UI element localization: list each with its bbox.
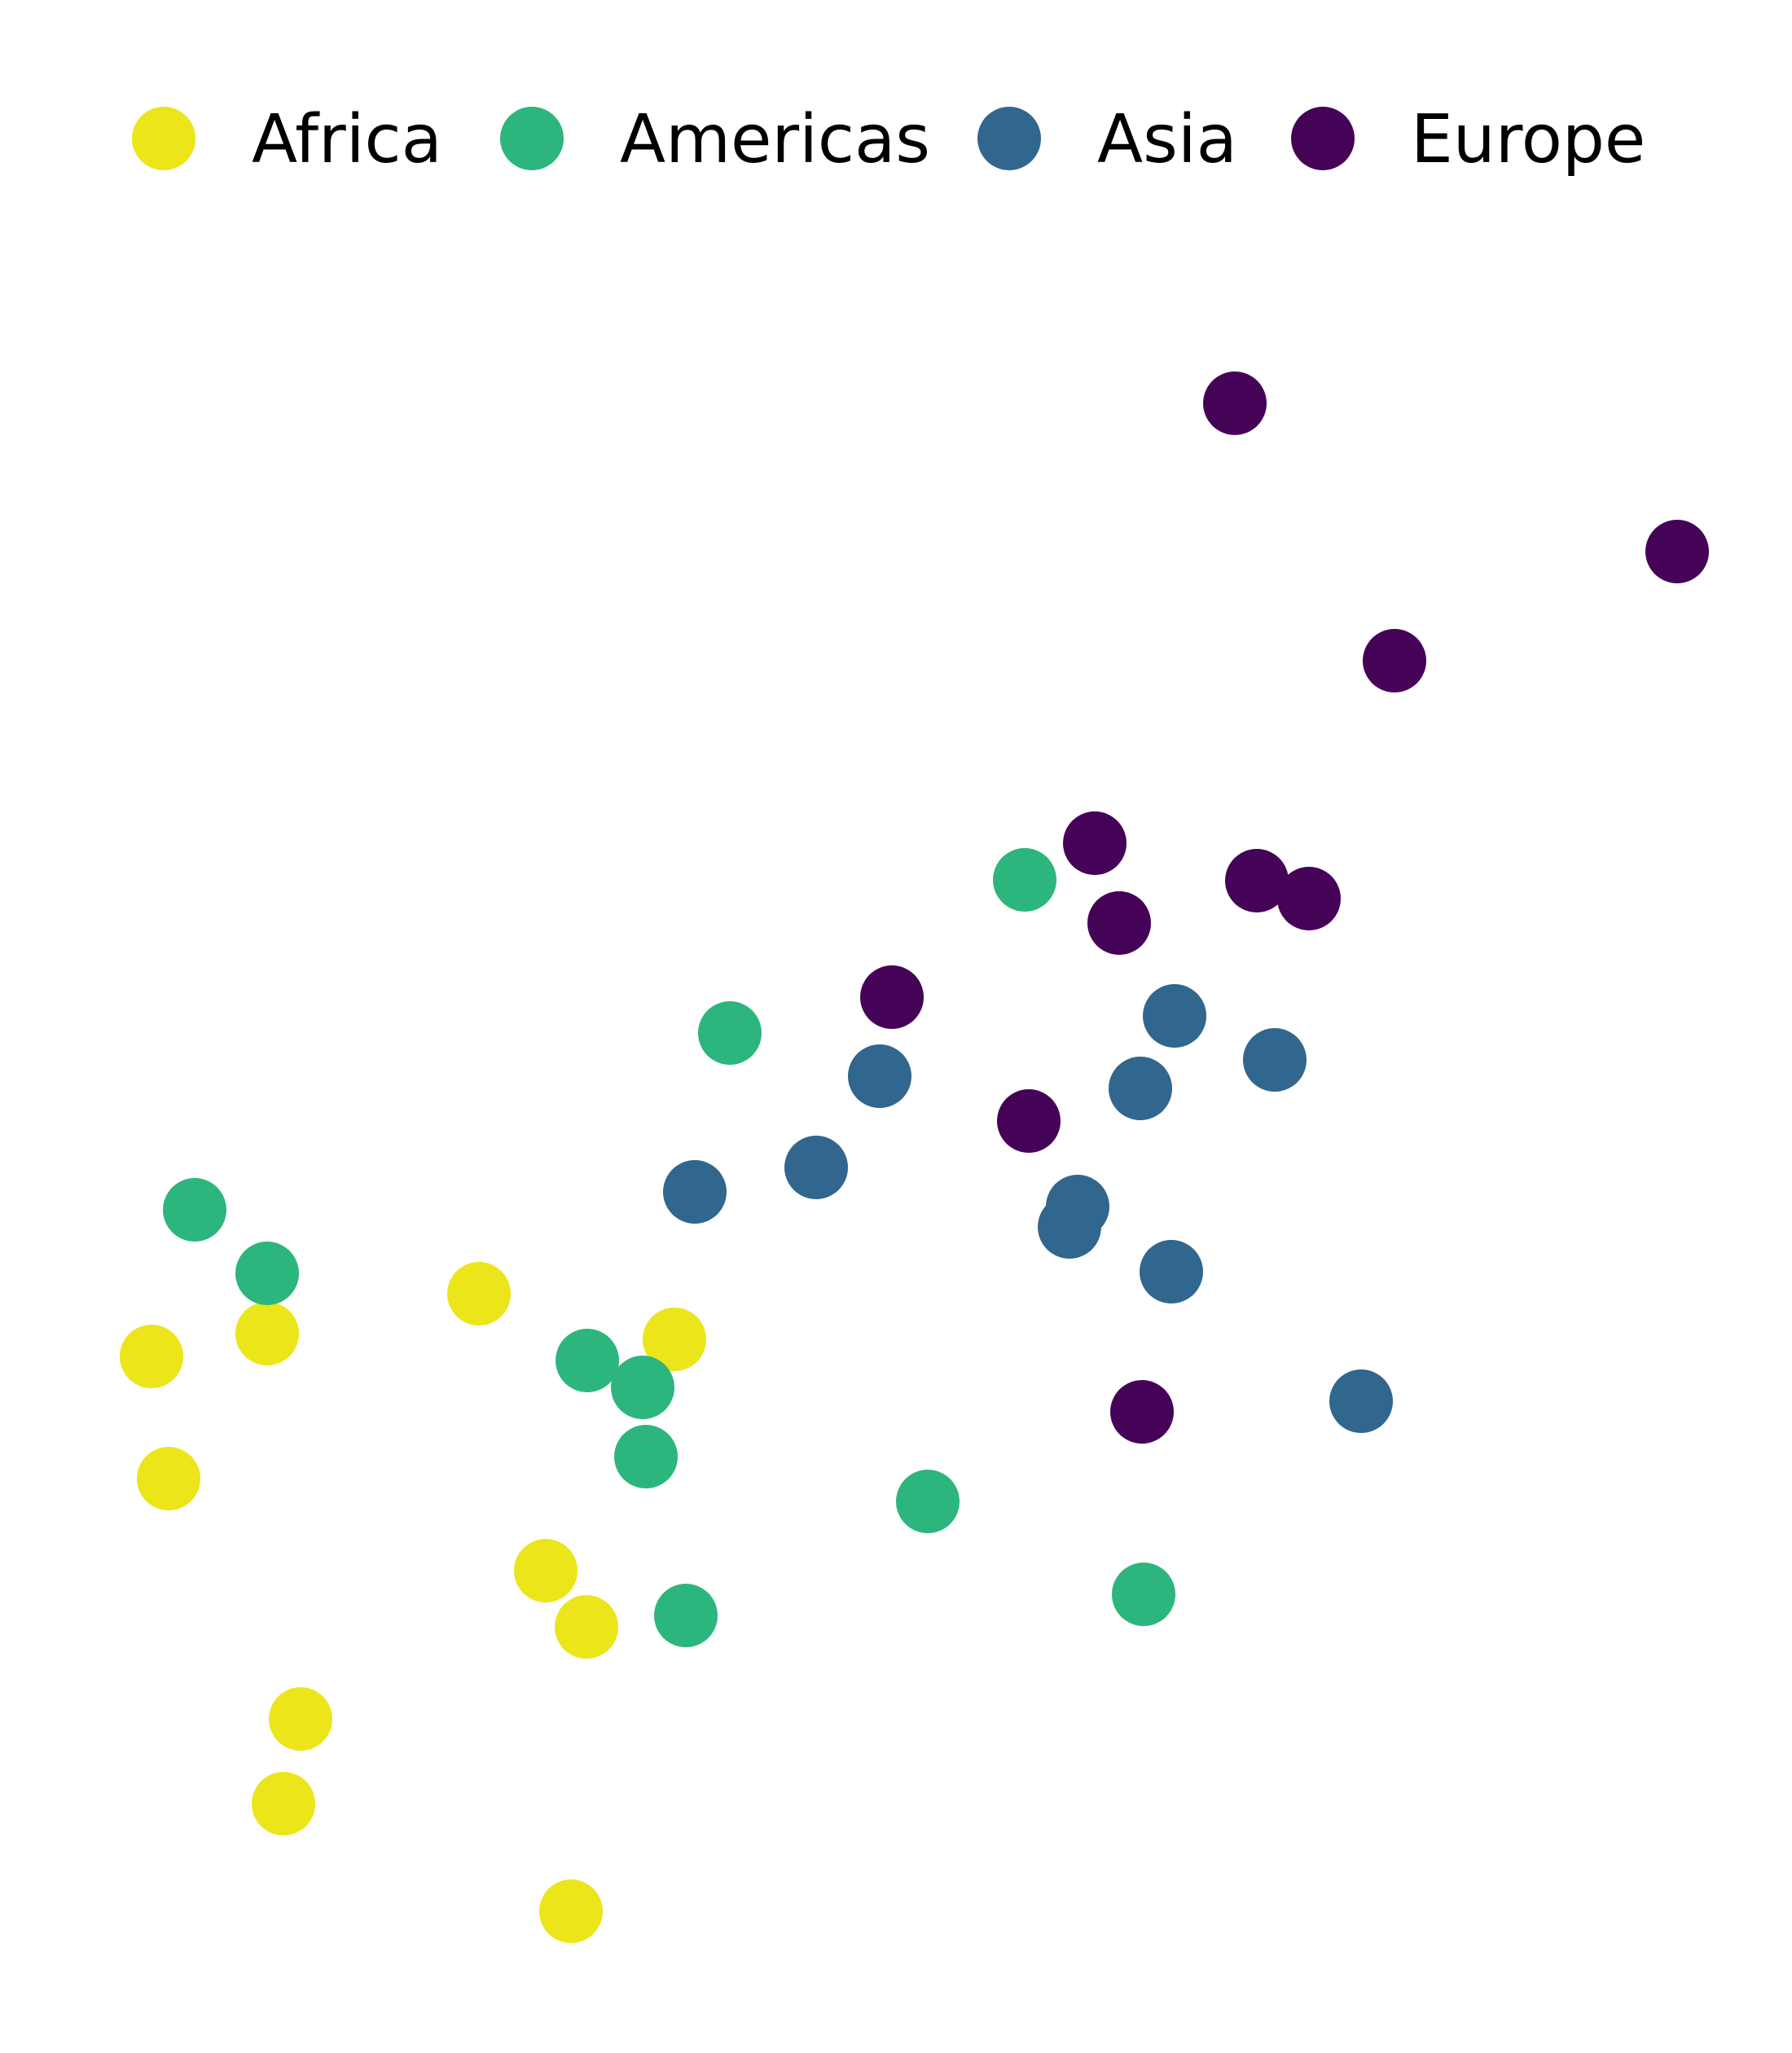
point-asia xyxy=(1038,1195,1101,1259)
point-americas xyxy=(163,1178,226,1242)
point-africa xyxy=(137,1447,200,1510)
point-europe xyxy=(1645,520,1709,583)
point-europe xyxy=(997,1089,1061,1153)
point-asia xyxy=(784,1136,848,1199)
point-africa xyxy=(555,1595,618,1659)
point-africa xyxy=(235,1302,299,1365)
point-africa xyxy=(252,1772,315,1835)
point-asia xyxy=(663,1160,727,1224)
legend-label-africa: Africa xyxy=(252,101,442,178)
point-asia xyxy=(848,1044,911,1108)
point-africa xyxy=(269,1687,332,1751)
point-americas xyxy=(654,1584,718,1647)
legend-marker-europe xyxy=(1291,107,1355,170)
point-africa xyxy=(539,1879,603,1943)
point-europe xyxy=(1087,891,1151,955)
point-asia xyxy=(1140,1240,1203,1303)
legend-label-americas: Americas xyxy=(620,101,930,178)
point-europe xyxy=(1363,629,1426,692)
point-africa xyxy=(514,1539,578,1602)
point-europe xyxy=(1110,1380,1174,1444)
point-africa xyxy=(120,1325,183,1388)
point-asia xyxy=(1329,1369,1393,1433)
legend-label-asia: Asia xyxy=(1097,101,1237,178)
legend: Africa Americas Asia Europe xyxy=(132,101,1645,178)
point-americas xyxy=(698,1001,762,1065)
point-americas xyxy=(993,848,1056,912)
point-asia xyxy=(1243,1028,1307,1092)
legend-label-europe: Europe xyxy=(1411,101,1645,178)
point-europe xyxy=(1225,849,1289,912)
point-africa xyxy=(643,1308,706,1371)
point-europe xyxy=(860,965,924,1029)
point-americas xyxy=(614,1425,678,1488)
point-americas xyxy=(235,1242,299,1305)
legend-marker-americas xyxy=(500,107,564,170)
legend-marker-africa xyxy=(132,107,195,170)
point-americas xyxy=(1112,1563,1175,1626)
legend-marker-asia xyxy=(977,107,1041,170)
point-europe xyxy=(1063,811,1127,875)
point-americas xyxy=(556,1329,619,1392)
point-africa xyxy=(447,1262,511,1325)
point-asia xyxy=(1143,984,1206,1048)
point-americas xyxy=(611,1356,674,1419)
point-americas xyxy=(896,1470,960,1533)
point-europe xyxy=(1277,867,1341,930)
plot-area xyxy=(120,371,1709,1943)
point-asia xyxy=(1109,1057,1172,1120)
point-europe xyxy=(1203,371,1267,435)
